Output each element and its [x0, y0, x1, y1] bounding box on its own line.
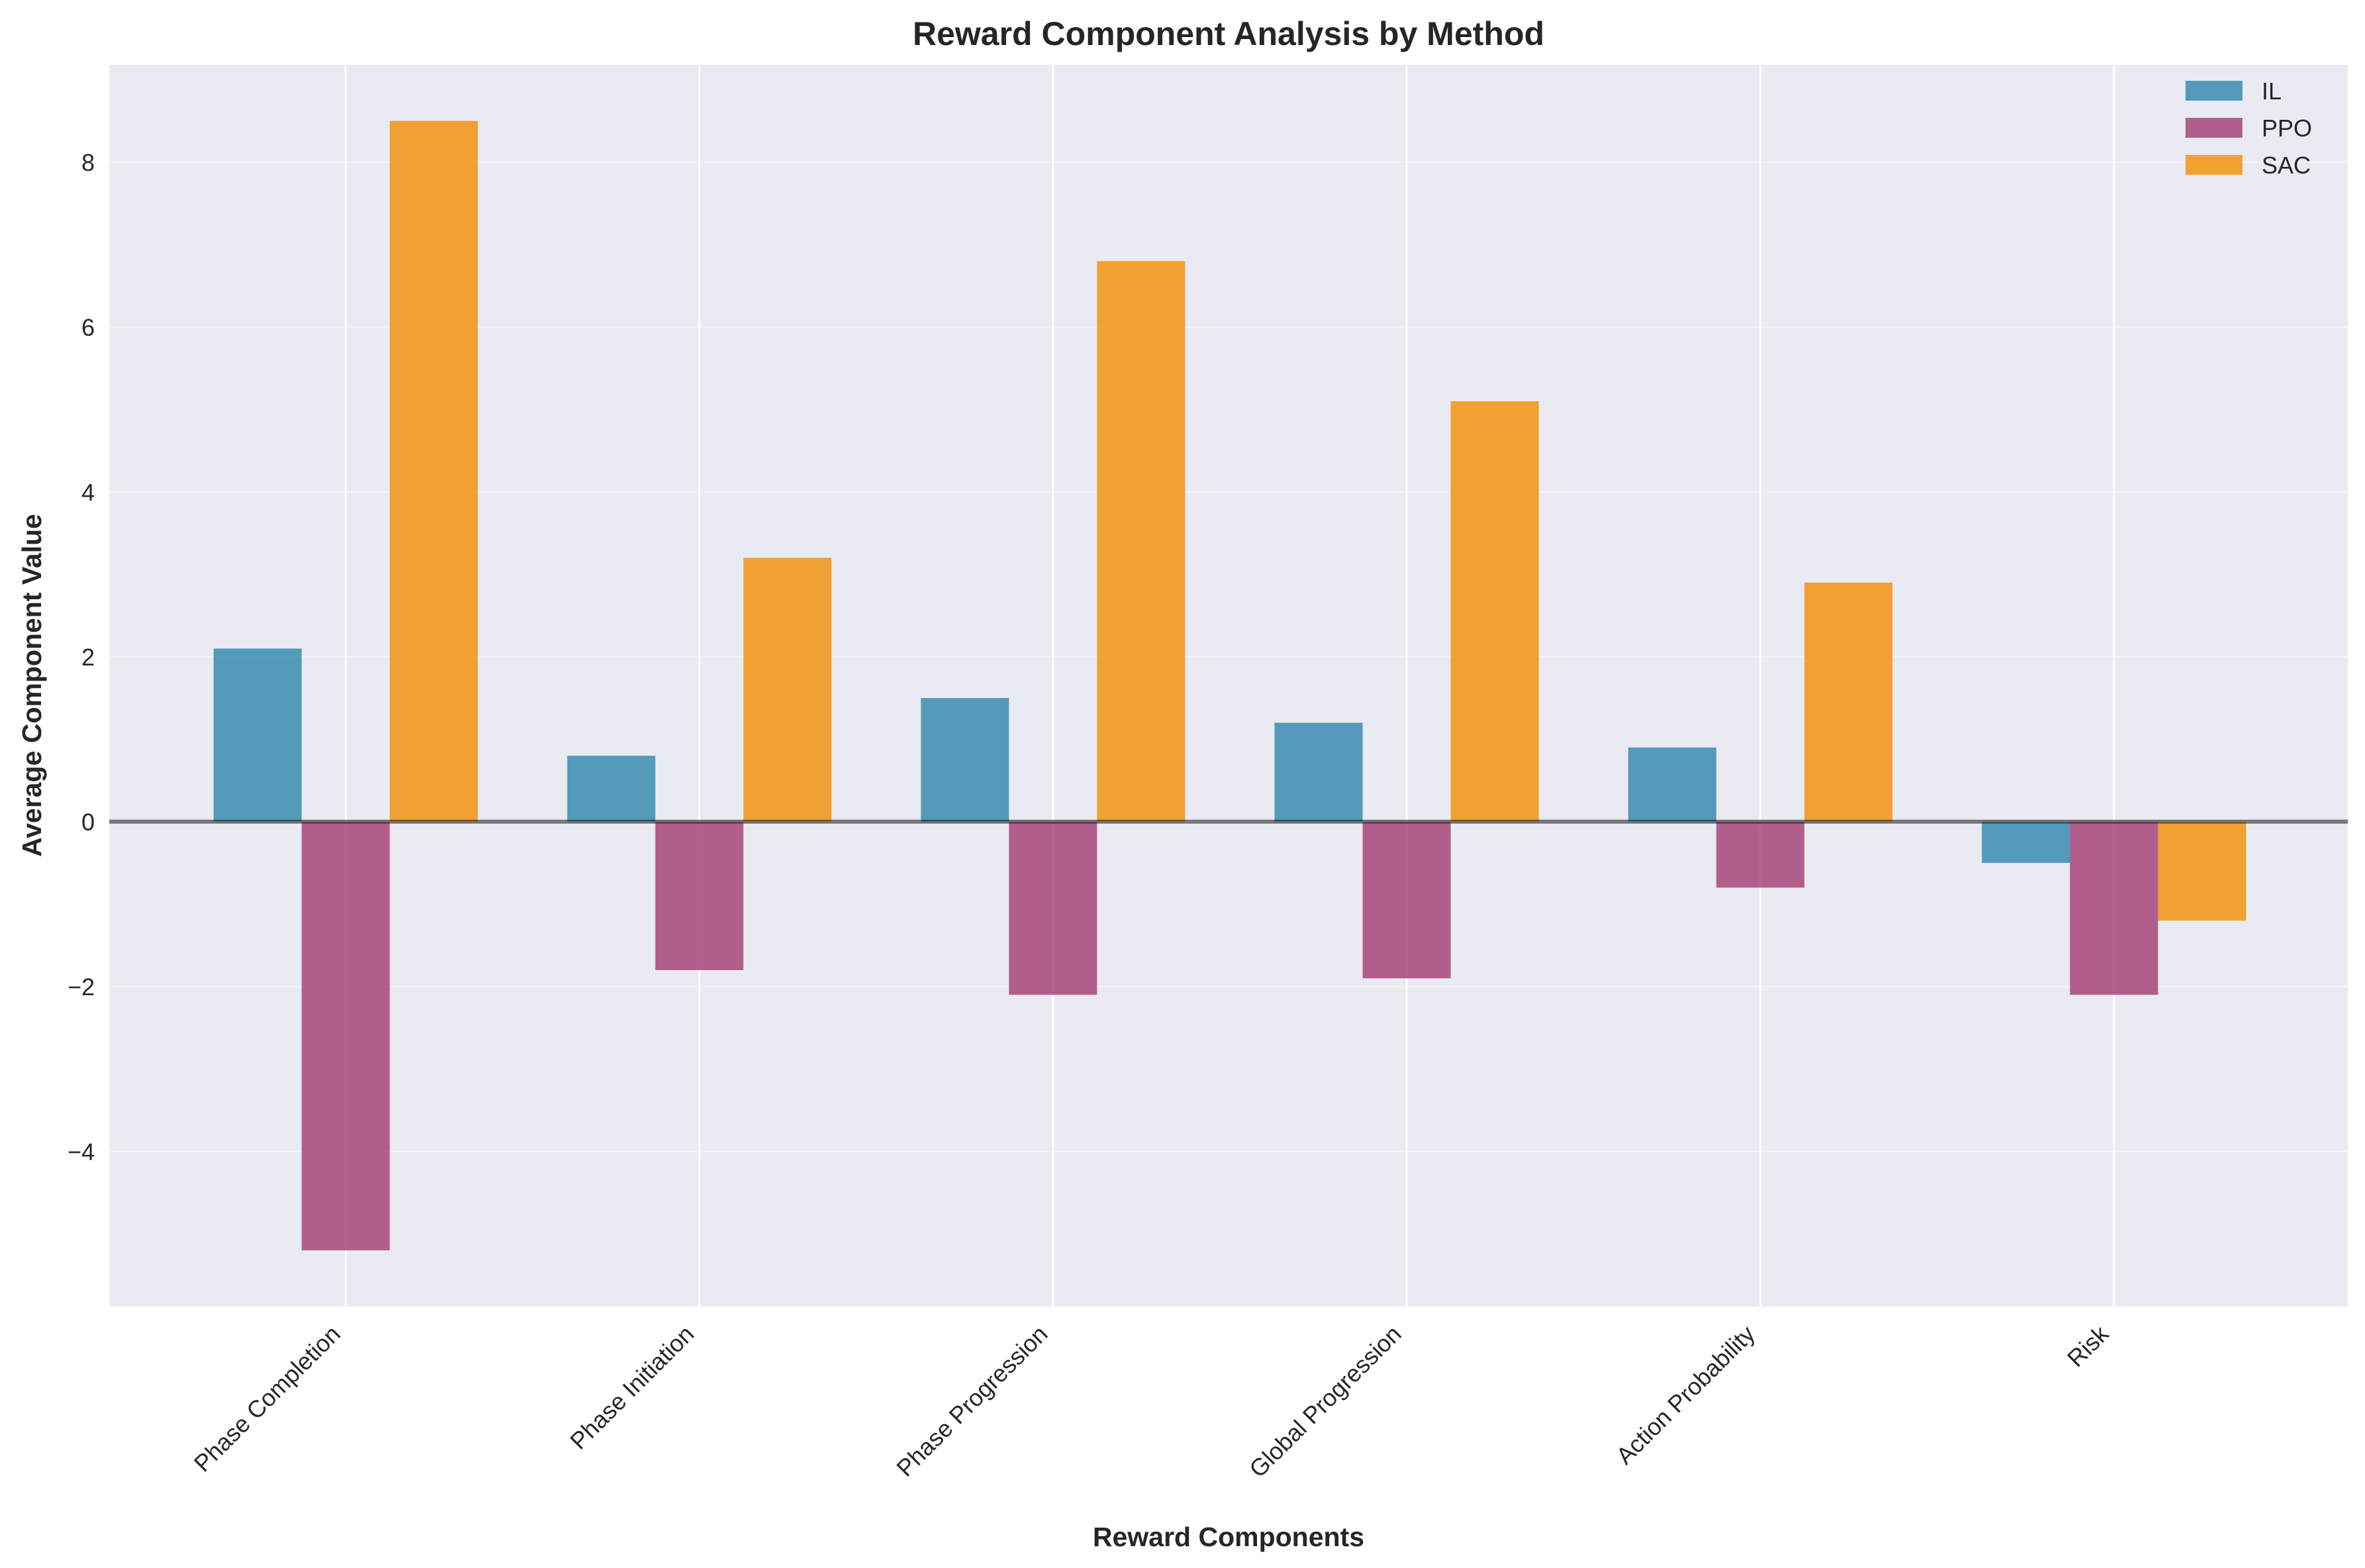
legend: IL PPO SAC — [2186, 77, 2312, 179]
bar-il-4 — [1628, 747, 1717, 822]
plot-area — [109, 65, 2348, 1306]
bar-sac-3 — [1450, 401, 1539, 822]
x-tick-label: Phase Progression — [891, 1320, 1053, 1482]
bar-il-5 — [1982, 821, 2070, 863]
bar-ppo-0 — [301, 821, 390, 1251]
y-tick-label: 4 — [81, 479, 95, 506]
bar-ppo-4 — [1716, 821, 1805, 888]
y-tick-label: −4 — [68, 1138, 95, 1165]
y-tick-label: 8 — [81, 149, 95, 176]
legend-swatch-ppo — [2186, 118, 2242, 138]
x-tick-label: Action Probability — [1611, 1320, 1760, 1470]
x-axis-label: Reward Components — [1093, 1522, 1364, 1552]
bar-sac-1 — [743, 558, 832, 822]
bar-sac-0 — [389, 121, 478, 822]
x-tick-label: Phase Initiation — [565, 1320, 699, 1455]
bar-il-2 — [921, 698, 1009, 822]
bar-il-0 — [213, 648, 302, 822]
y-axis-label: Average Component Value — [17, 514, 47, 857]
x-tick-label: Risk — [2062, 1320, 2114, 1372]
x-axis-ticks: Phase Completion Phase Initiation Phase Pr… — [189, 1320, 2115, 1483]
bar-ppo-2 — [1009, 821, 1097, 995]
y-tick-label: −2 — [68, 973, 95, 1001]
legend-label-ppo: PPO — [2262, 115, 2312, 142]
y-tick-label: 0 — [81, 808, 95, 836]
bar-ppo-3 — [1362, 821, 1451, 979]
bar-il-1 — [567, 756, 656, 822]
chart-title: Reward Component Analysis by Method — [913, 15, 1544, 52]
bar-ppo-5 — [2070, 821, 2158, 995]
y-tick-label: 2 — [81, 644, 95, 671]
bar-sac-2 — [1097, 261, 1185, 822]
legend-label-il: IL — [2262, 77, 2282, 105]
legend-swatch-il — [2186, 81, 2242, 101]
legend-label-sac: SAC — [2262, 152, 2311, 179]
x-tick-label: Phase Completion — [189, 1320, 346, 1477]
bar-ppo-1 — [655, 821, 744, 971]
bars — [213, 121, 2246, 1251]
x-tick-label: Global Progression — [1244, 1320, 1406, 1483]
legend-swatch-sac — [2186, 155, 2242, 175]
bar-il-3 — [1274, 722, 1363, 822]
y-axis-ticks: −4 −2 0 2 4 6 8 — [68, 149, 95, 1165]
bar-sac-4 — [1804, 582, 1893, 822]
bar-sac-5 — [2158, 821, 2246, 921]
y-tick-label: 6 — [81, 314, 95, 341]
